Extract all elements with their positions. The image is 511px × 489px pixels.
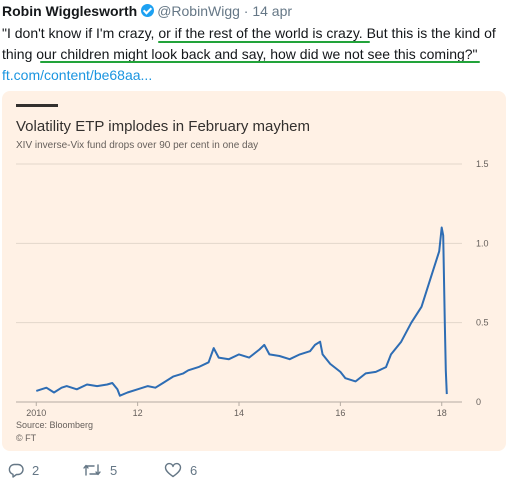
tweet-link[interactable]: ft.com/content/be68aa...	[2, 67, 153, 83]
verified-badge-icon	[141, 4, 155, 17]
reply-button[interactable]: 2	[8, 462, 39, 478]
highlight-underline	[158, 41, 370, 43]
heart-icon	[164, 462, 182, 478]
x-tick-label: 2010	[26, 408, 46, 418]
chart-title: Volatility ETP implodes in February mayh…	[16, 118, 311, 135]
highlight-underline	[40, 61, 480, 63]
author-name[interactable]: Robin Wigglesworth	[2, 3, 138, 19]
x-tick-label: 18	[437, 408, 447, 418]
y-tick-label: 0.5	[476, 318, 489, 328]
x-tick-label: 12	[133, 408, 143, 418]
tweet-date[interactable]: 14 apr	[252, 3, 293, 19]
reply-count: 2	[32, 462, 40, 478]
retweet-count: 5	[110, 462, 118, 478]
tweet-text-line-1: "I don't know if I'm crazy, or if the re…	[2, 25, 496, 41]
separator-dot: ·	[243, 3, 249, 19]
like-count: 6	[190, 462, 198, 478]
tweet-actions: 2 5 6	[0, 462, 511, 486]
chart-source: Source: Bloomberg	[16, 420, 94, 430]
tweet-header: Robin Wigglesworth @RobinWigg · 14 apr	[2, 3, 292, 19]
tweet-text: "I don't know if I'm crazy, or if the re…	[2, 23, 508, 86]
like-button[interactable]: 6	[164, 462, 197, 478]
y-tick-label: 0	[476, 397, 481, 407]
chart-credit: © FT	[16, 433, 37, 443]
reply-icon	[8, 463, 24, 478]
retweet-button[interactable]: 5	[82, 462, 117, 478]
y-tick-label: 1.0	[476, 238, 489, 248]
retweet-icon	[83, 464, 101, 476]
author-handle[interactable]: @RobinWigg	[157, 3, 240, 19]
series-line	[35, 226, 448, 397]
chart-subtitle: XIV inverse-Vix fund drops over 90 per c…	[16, 140, 259, 151]
x-tick-label: 14	[234, 408, 244, 418]
ft-top-rule	[16, 104, 58, 107]
chart-card[interactable]: Volatility ETP implodes in February mayh…	[2, 91, 506, 451]
y-tick-label: 1.5	[476, 159, 489, 169]
tweet-text-line-2: thing our children might look back and s…	[2, 46, 478, 62]
line-chart: 0 0.5 1.0 1.5 2010 12 14 16 18	[16, 159, 489, 418]
x-tick-label: 16	[335, 408, 345, 418]
